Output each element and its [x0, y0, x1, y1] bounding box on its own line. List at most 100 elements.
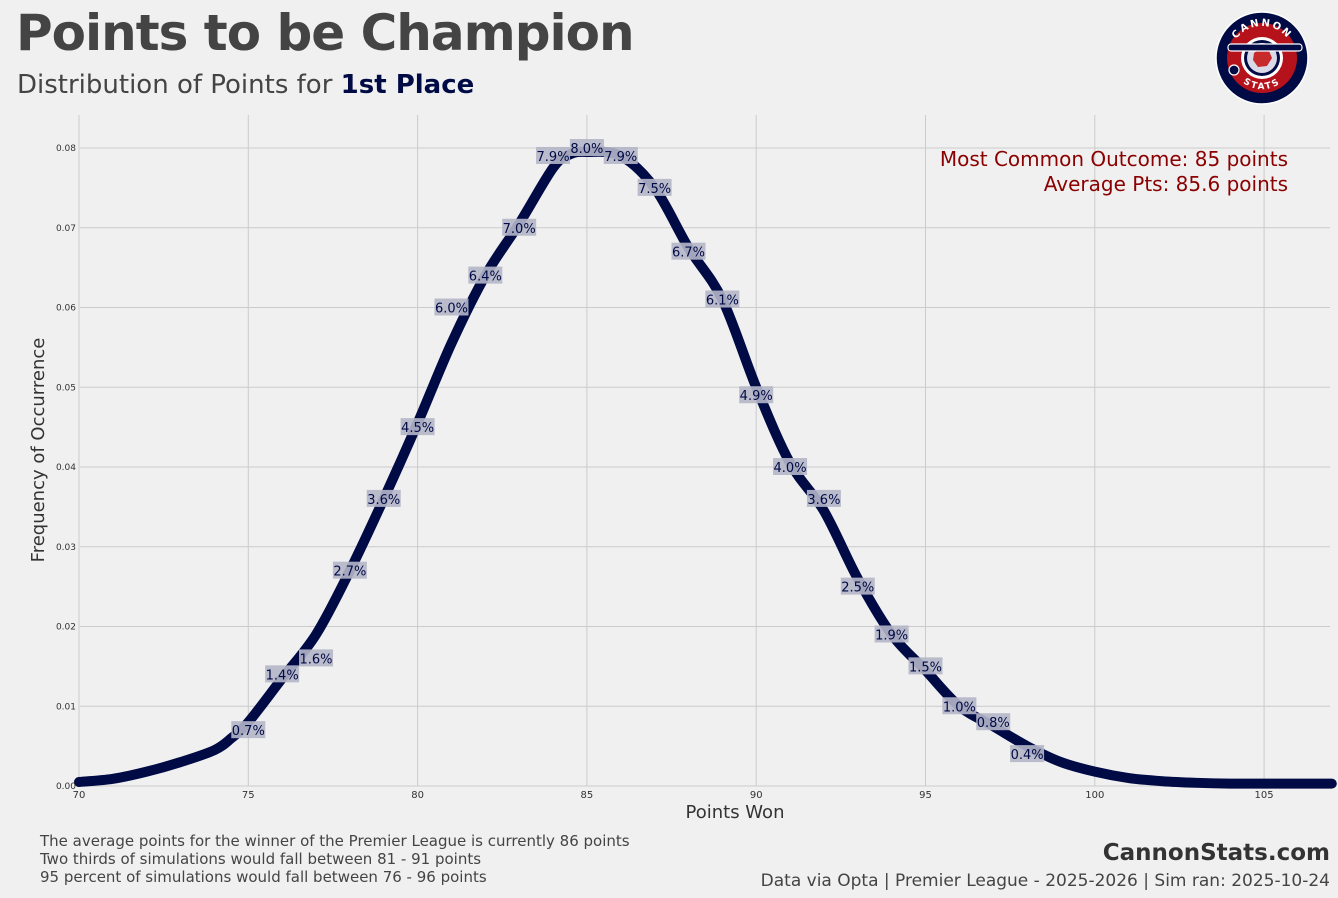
point-label-text: 0.7%	[232, 724, 265, 739]
point-label-bg	[1010, 745, 1045, 763]
point-label-text: 3.6%	[807, 493, 840, 508]
brand-text: CannonStats.com	[1102, 840, 1330, 866]
logo-bottom-text: STATS	[1241, 77, 1280, 92]
point-label-text: 6.4%	[469, 270, 502, 285]
svg-text:STATS: STATS	[1241, 77, 1282, 92]
point-label: 1.9%	[874, 625, 909, 643]
point-label: 6.4%	[468, 266, 503, 285]
point-label-text: 6.7%	[672, 246, 705, 261]
point-label: 7.0%	[502, 218, 537, 237]
x-axis-label: Points Won	[686, 802, 785, 823]
y-tick-label: 0.07	[56, 224, 76, 234]
x-tick-label: 90	[750, 790, 763, 801]
point-label-bg	[739, 386, 774, 404]
point-label-text: 7.9%	[537, 150, 570, 165]
point-label-text: 0.4%	[1011, 748, 1044, 763]
point-label: 4.9%	[739, 386, 774, 404]
point-label-text: 4.9%	[740, 389, 773, 404]
point-label-bg	[231, 721, 266, 739]
point-label-text: 1.5%	[909, 660, 942, 675]
subtitle-prefix: Distribution of Points for	[17, 70, 341, 100]
point-label-bg	[265, 665, 300, 683]
point-label-bg	[468, 266, 503, 284]
point-label: 2.5%	[840, 577, 875, 596]
y-axis-label: Frequency of Occurrence	[28, 338, 49, 563]
y-tick-label: 0.04	[56, 463, 76, 473]
point-label-bg	[434, 298, 469, 316]
y-tick-label: 0.02	[56, 623, 76, 633]
point-label: 7.5%	[637, 178, 672, 197]
point-label: 0.4%	[1010, 745, 1045, 763]
x-grid-lines	[78, 115, 1265, 786]
point-label: 1.4%	[265, 665, 300, 683]
point-label-bg	[603, 146, 638, 164]
y-tick-label: 0.06	[56, 304, 76, 314]
distribution-curve	[74, 146, 1337, 789]
point-label: 1.6%	[299, 649, 334, 667]
point-label-text: 2.7%	[333, 565, 366, 580]
point-label: 6.0%	[434, 298, 469, 317]
y-tick-label: 0.05	[56, 383, 76, 393]
point-label-text: 0.8%	[977, 716, 1010, 731]
point-label: 6.1%	[705, 290, 740, 309]
average-points-annotation: Average Pts: 85.6 points	[1044, 172, 1288, 196]
page-subtitle: Distribution of Points for 1st Place	[17, 70, 474, 100]
point-label-bg	[773, 458, 808, 475]
y-grid-lines	[80, 147, 1330, 787]
point-label-text: 3.6%	[367, 493, 400, 508]
point-label-text: 4.5%	[401, 421, 434, 436]
point-label-bg	[502, 218, 537, 236]
point-label-text: 7.5%	[638, 182, 671, 197]
x-tick-labels: 70 75 80 85 90 95 100 105	[73, 790, 1274, 801]
point-labels: 0.7% 1.4%1.6% 2.7% 3.6% 4.5% 6.0% 6.4% 7.0% 7.9%…	[231, 139, 1045, 763]
point-label-bg	[908, 657, 943, 675]
point-label-bg	[366, 489, 401, 507]
point-label: 7.9%	[603, 146, 638, 165]
x-tick-label: 70	[73, 790, 86, 801]
point-label: 4.5%	[400, 418, 435, 436]
point-label-bg	[976, 713, 1011, 731]
point-label-bg	[637, 178, 672, 196]
footer-note: 95 percent of simulations would fall bet…	[40, 868, 487, 886]
point-label-bg	[840, 577, 875, 595]
x-tick-label: 80	[411, 790, 424, 801]
point-label-bg	[332, 561, 367, 579]
point-label-text: 7.9%	[604, 150, 637, 165]
x-tick-label: 105	[1255, 790, 1274, 801]
point-label: 4.0%	[773, 458, 808, 476]
point-label-bg	[671, 242, 706, 260]
footer-note: Two thirds of simulations would fall bet…	[40, 850, 482, 868]
page-title: Points to be Champion	[16, 4, 635, 62]
point-label: 6.7%	[671, 242, 706, 261]
point-label: 1.0%	[942, 697, 977, 715]
y-tick-label: 0.03	[56, 543, 76, 553]
subtitle-highlight: 1st Place	[340, 70, 475, 100]
point-label-text: 2.5%	[841, 581, 874, 596]
point-label-text: 7.0%	[503, 222, 536, 237]
y-tick-label: 0.08	[56, 144, 76, 154]
point-label-bg	[806, 489, 841, 507]
x-tick-label: 100	[1085, 790, 1104, 801]
point-label-text: 1.9%	[875, 628, 908, 643]
point-label-bg	[299, 649, 334, 667]
point-label-text: 1.0%	[943, 700, 976, 715]
point-label: 1.5%	[908, 657, 943, 675]
x-tick-label: 95	[919, 790, 932, 801]
point-label-bg	[569, 139, 604, 156]
point-label: 0.8%	[976, 713, 1011, 731]
source-text: Data via Opta | Premier League - 2025-20…	[760, 871, 1330, 891]
y-tick-label: 0.01	[56, 702, 76, 712]
point-label: 7.9%	[536, 146, 571, 165]
point-label-text: 6.0%	[435, 302, 468, 317]
point-label: 8.0%	[569, 139, 604, 157]
point-label-bg	[400, 418, 435, 436]
footer-notes: The average points for the winner of the…	[40, 832, 630, 886]
y-tick-labels: 0.00 0.01 0.02 0.03 0.04 0.05 0.06 0.07 0.08	[56, 144, 76, 792]
point-label-bg	[874, 625, 909, 643]
footer-note: The average points for the winner of the…	[40, 832, 630, 850]
point-label: 3.6%	[806, 489, 841, 508]
point-label-text: 1.6%	[300, 652, 333, 667]
point-label-bg	[942, 697, 977, 715]
point-label-text: 4.0%	[774, 461, 807, 476]
point-label-bg	[705, 290, 740, 308]
